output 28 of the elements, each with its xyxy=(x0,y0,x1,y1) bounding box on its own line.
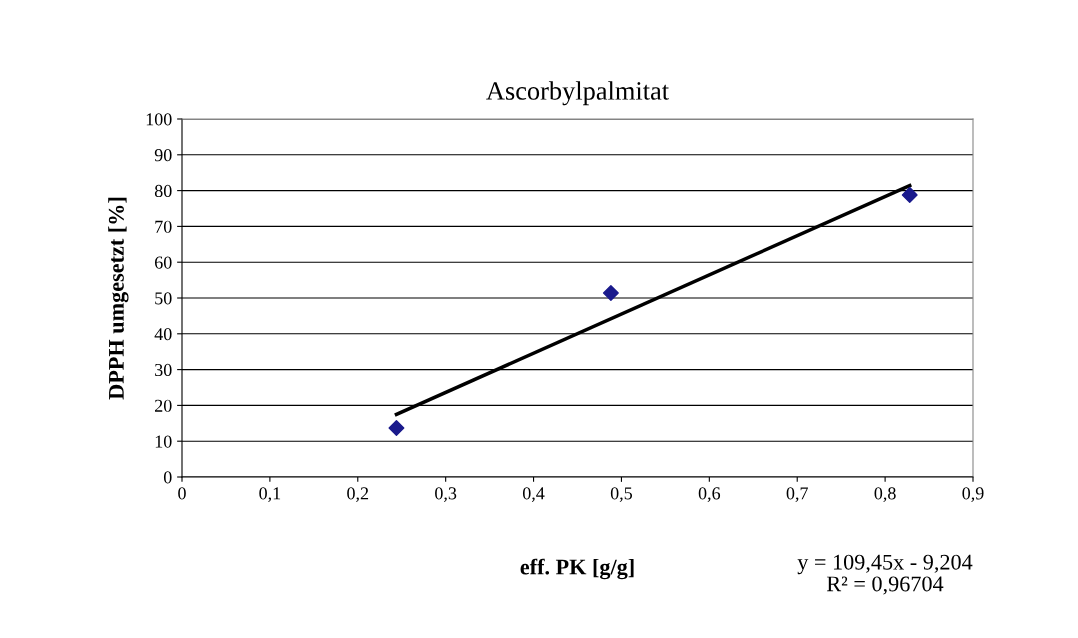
y-tick-label: 20 xyxy=(155,399,172,412)
y-tick-label: 70 xyxy=(155,220,172,233)
x-tick-label: 0,7 xyxy=(786,487,808,503)
x-tick-label: 0,3 xyxy=(435,487,457,503)
y-tick-label: 30 xyxy=(155,363,172,377)
x-axis-title: eff. PK [g/g] xyxy=(520,558,634,580)
point xyxy=(602,285,619,301)
y-axis-title: DPPH umgesetzt [%] xyxy=(108,197,129,400)
y-tick-label: 0 xyxy=(163,471,172,484)
y-tick-label: 50 xyxy=(155,292,172,305)
x-tick-label: 0,8 xyxy=(874,487,896,503)
y-tick-label: 90 xyxy=(154,149,172,162)
chart-title: Ascorbylpalmitat xyxy=(486,81,669,106)
x-tick-label: 0 xyxy=(178,487,186,500)
point xyxy=(388,419,405,436)
y-tick-label: 80 xyxy=(154,184,172,198)
y-tick-label: 40 xyxy=(154,328,172,341)
x-tick-label: 0,6 xyxy=(698,487,721,503)
x-tick-label: 0,1 xyxy=(259,487,281,503)
y-tick-label: 60 xyxy=(155,256,172,269)
y-tick-label: 10 xyxy=(155,435,172,448)
text: y = 109,45x - 9,204 R² = 0,96704 xyxy=(797,554,973,595)
x-tick-label: 0,9 xyxy=(962,487,984,503)
point xyxy=(901,186,918,203)
x-tick-label: 0,5 xyxy=(610,487,633,503)
x-tick-label: 0,4 xyxy=(522,487,545,503)
x-tick-label: 0,2 xyxy=(347,487,369,503)
y-tick-label: 100 xyxy=(146,113,172,126)
